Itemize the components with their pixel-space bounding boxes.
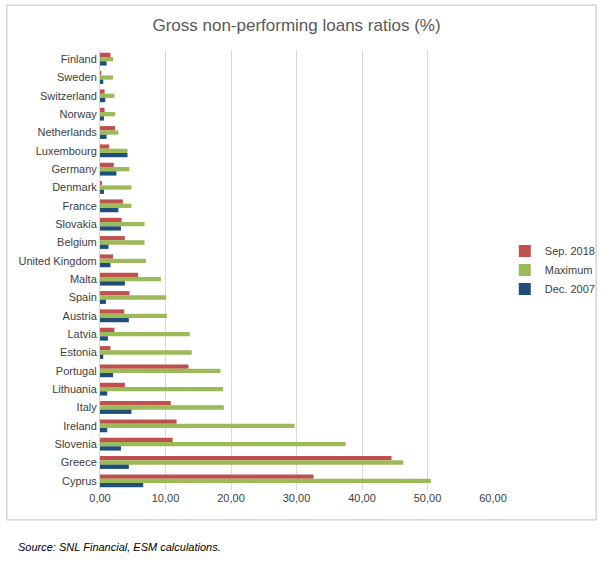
svg-text:France: France xyxy=(63,200,97,212)
svg-text:30,00: 30,00 xyxy=(283,492,311,504)
svg-text:Latvia: Latvia xyxy=(67,328,97,340)
svg-text:Lithuania: Lithuania xyxy=(52,383,98,395)
svg-text:Italy: Italy xyxy=(77,401,98,413)
svg-text:Ireland: Ireland xyxy=(63,420,97,432)
svg-text:Gross non-performing loans rat: Gross non-performing loans ratios (%) xyxy=(152,16,440,35)
svg-text:Greece: Greece xyxy=(61,456,97,468)
svg-text:Portugal: Portugal xyxy=(56,365,97,377)
svg-text:Netherlands: Netherlands xyxy=(37,126,97,138)
svg-text:Slovakia: Slovakia xyxy=(55,218,97,230)
svg-text:Source: SNL Financial, ESM cal: Source: SNL Financial, ESM calculations. xyxy=(18,541,221,553)
svg-text:Estonia: Estonia xyxy=(60,346,98,358)
svg-text:Finland: Finland xyxy=(61,53,97,65)
svg-text:United Kingdom: United Kingdom xyxy=(19,255,97,267)
svg-text:10,00: 10,00 xyxy=(152,492,180,504)
svg-text:Denmark: Denmark xyxy=(52,181,97,193)
svg-text:Sweden: Sweden xyxy=(57,71,97,83)
svg-text:Cyprus: Cyprus xyxy=(62,475,97,487)
svg-text:Maximum: Maximum xyxy=(545,264,593,276)
svg-text:Slovenia: Slovenia xyxy=(55,438,98,450)
svg-text:Norway: Norway xyxy=(60,108,98,120)
svg-text:20,00: 20,00 xyxy=(217,492,245,504)
svg-text:0,00: 0,00 xyxy=(89,492,110,504)
svg-text:60,00: 60,00 xyxy=(479,492,507,504)
svg-text:Dec. 2007: Dec. 2007 xyxy=(545,283,595,295)
svg-text:40,00: 40,00 xyxy=(348,492,376,504)
svg-text:Spain: Spain xyxy=(69,291,97,303)
svg-text:50,00: 50,00 xyxy=(414,492,442,504)
svg-text:Switzerland: Switzerland xyxy=(40,90,97,102)
svg-text:Luxembourg: Luxembourg xyxy=(36,145,97,157)
svg-text:Germany: Germany xyxy=(52,163,98,175)
svg-text:Malta: Malta xyxy=(70,273,98,285)
svg-text:Austria: Austria xyxy=(63,310,98,322)
svg-text:Sep. 2018: Sep. 2018 xyxy=(545,245,595,257)
svg-text:Belgium: Belgium xyxy=(57,236,97,248)
